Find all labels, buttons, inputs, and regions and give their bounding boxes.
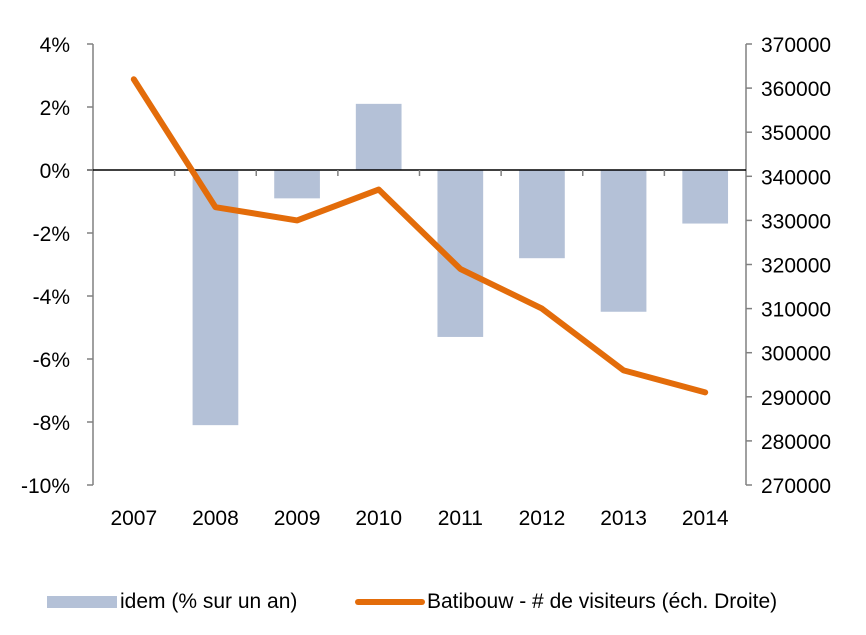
- x-tick-label: 2014: [682, 507, 729, 530]
- bar-2009: [274, 170, 320, 199]
- x-tick-label: 2012: [519, 507, 566, 530]
- left-tick-label: 2%: [40, 97, 70, 120]
- x-tick-label: 2007: [110, 507, 157, 530]
- left-tick-label: -6%: [33, 349, 70, 372]
- left-tick-label: -10%: [21, 475, 70, 498]
- right-tick-label: 290000: [761, 387, 831, 410]
- right-tick-label: 270000: [761, 475, 831, 498]
- x-tick-label: 2010: [355, 507, 402, 530]
- bar-2012: [519, 170, 565, 259]
- right-tick-label: 320000: [761, 255, 831, 278]
- chart: 4% 2% 0% -2% -4% -6% -8% -10% 370000 360000 35000…: [21, 34, 831, 530]
- right-tick-label: 340000: [761, 166, 831, 189]
- bar-2014: [682, 170, 729, 224]
- x-axis-labels: 2007 2008 2009 2010 2011 2012 2013 2014: [110, 507, 728, 530]
- bar-2010: [355, 103, 402, 170]
- right-tick-label: 360000: [761, 78, 831, 101]
- left-tick-label: -8%: [33, 412, 70, 435]
- left-tick-label: 4%: [40, 34, 70, 57]
- line-series: [130, 76, 709, 396]
- right-tick-label: 310000: [761, 299, 831, 322]
- legend-line-swatch: [355, 599, 425, 605]
- legend-bar-label: idem (% sur un an): [120, 590, 298, 613]
- legend-item-line: Batibouw - # de visiteurs (éch. Droite): [355, 585, 777, 619]
- x-tick-label: 2011: [438, 507, 483, 530]
- left-tick-label: -4%: [33, 286, 70, 309]
- x-tick-label: 2008: [192, 507, 239, 530]
- axes: [87, 44, 747, 485]
- legend: idem (% sur un an) Batibouw - # de visit…: [0, 585, 866, 619]
- right-tick-label: 330000: [761, 210, 831, 233]
- visitors-line: [130, 76, 709, 396]
- left-tick-label: 0%: [40, 160, 70, 183]
- right-tick-label: 350000: [761, 122, 831, 145]
- legend-line-label: Batibouw - # de visiteurs (éch. Droite): [427, 590, 778, 613]
- left-tick-label: -2%: [33, 223, 70, 246]
- right-axis-labels: 370000 360000 350000 340000 330000 320000 3100…: [746, 34, 831, 498]
- legend-bar-swatch: [47, 596, 117, 608]
- right-tick-label: 370000: [761, 34, 831, 57]
- right-tick-label: 280000: [761, 431, 831, 454]
- left-axis-labels: 4% 2% 0% -2% -4% -6% -8% -10%: [21, 34, 93, 498]
- right-tick-label: 300000: [761, 343, 831, 366]
- x-tick-label: 2013: [600, 507, 647, 530]
- bar-2013: [600, 170, 647, 312]
- legend-item-bar: idem (% sur un an): [47, 585, 297, 619]
- x-tick-label: 2009: [274, 507, 321, 530]
